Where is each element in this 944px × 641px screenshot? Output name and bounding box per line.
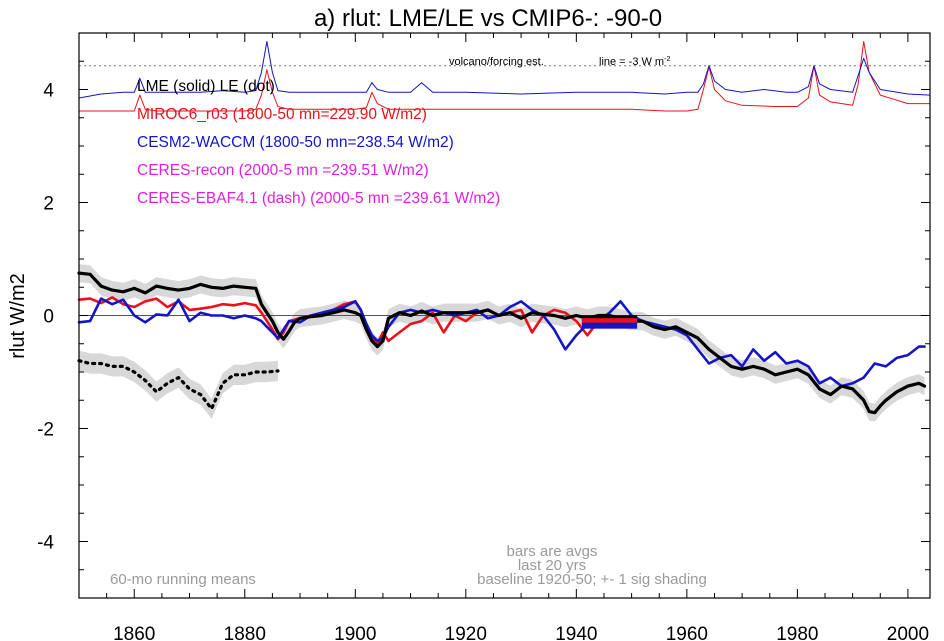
series-line-cesm2-waccm-forcing [78, 41, 931, 99]
legend-entry-cesm2: CESM2-WACCM (1800-50 mn=238.54 W/m2) [137, 134, 454, 151]
x-tick-label: 1940 [555, 624, 597, 641]
x-tick-label: 1960 [666, 624, 708, 641]
series-line-lme [77, 271, 927, 415]
y-tick-label: -2 [37, 420, 54, 441]
legend-entry-miroc6: MIROC6_r03 (1800-50 mn=229.90 W/m2) [137, 106, 427, 123]
x-tick-label: 1900 [334, 624, 376, 641]
series-layer [77, 41, 931, 415]
y-tick-label: 4 [43, 81, 54, 102]
x-tick-label: 1980 [776, 624, 818, 641]
line-annotation-superscript: -2 [664, 56, 670, 63]
series-line-le [77, 359, 280, 411]
average-bars [581, 315, 638, 329]
chart-title: a) rlut: LME/LE vs CMIP6-: -90-0 [314, 5, 662, 32]
y-axis-label: rlut W/m2 [7, 273, 29, 359]
baseline-annotation: baseline 1920-50; +- 1 sig shading [477, 571, 707, 588]
legend-entry-ceres-recon: CERES-recon (2000-5 mn =239.51 W/m2) [137, 162, 429, 179]
line-annotation-text: line = -3 W m [599, 56, 664, 68]
axis-ticks: 1860 1880 1900 1920 1940 1960 1980 2000 -4 -2 0 2 4 [37, 32, 930, 641]
line-annotation: line = -3 W m-2 [599, 56, 670, 68]
avg-bar-1 [581, 318, 638, 325]
volcano-annotation: volcano/forcing est. [449, 56, 544, 68]
legend: LME (solid) LE (dot) MIROC6_r03 (1800-50… [137, 78, 500, 207]
x-tick-label: 2000 [887, 624, 929, 641]
bars-annotation: bars are avgs [507, 543, 598, 560]
lme-shading [79, 264, 925, 422]
legend-entry-lme: LME (solid) LE (dot) [137, 78, 275, 95]
last20-annotation: last 20 yrs [518, 557, 586, 574]
avg-bar-2 [581, 322, 638, 329]
y-tick-label: -4 [37, 533, 54, 554]
x-tick-label: 1860 [113, 624, 155, 641]
y-tick-label: 2 [43, 194, 54, 215]
series-line-miroc6-forcing [78, 41, 931, 112]
x-tick-label: 1880 [224, 624, 266, 641]
y-tick-label: 0 [43, 307, 54, 328]
legend-entry-ceres-ebaf: CERES-EBAF4.1 (dash) (2000-5 mn =239.61 … [137, 190, 500, 207]
running-mean-annotation: 60-mo running means [110, 571, 256, 588]
x-tick-label: 1920 [445, 624, 487, 641]
